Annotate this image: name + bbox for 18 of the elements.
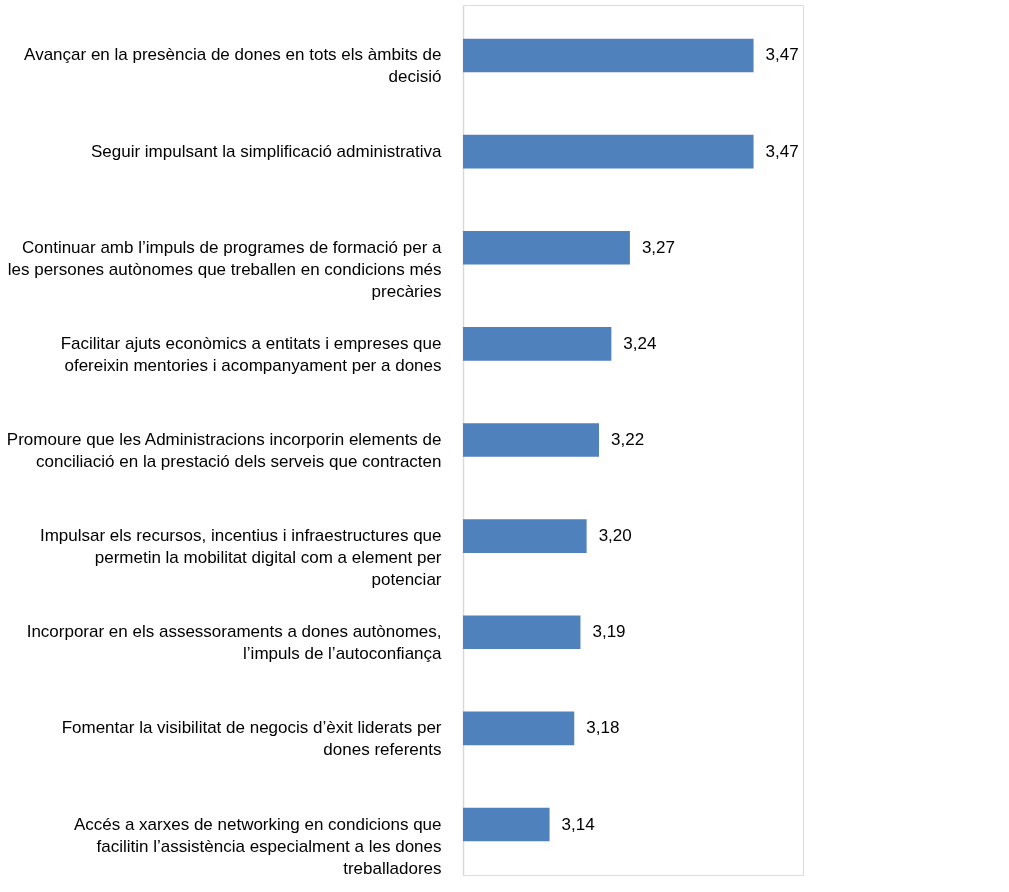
y-tick-label: Incorporar en els assessoraments a dones autònomes, l’impuls de l’autoconfiança (26, 622, 443, 664)
y-tick-label: Avançar en la presència de dones en tots els àmbits de decisió (24, 45, 442, 87)
data-label: 3,19 (592, 622, 626, 642)
y-tick-label: Impulsar els recursos, incentius i infraestructures que permetin la mobilitat digital com a element per potenciar (39, 526, 442, 590)
y-tick-label: Accés a xarxes de networking en condicions que facilitin l’assistència especialment a les dones treballadores (73, 814, 442, 878)
data-label: 3,47 (765, 45, 799, 65)
y-tick-label: Seguir impulsant la simplificació administrativa (90, 141, 443, 161)
y-tick-label: Facilitar ajuts econòmics a entitats i empreses que ofereixin mentories i acompanyament per a dones (60, 333, 442, 375)
data-label: 3,20 (598, 526, 632, 546)
data-label: 3,18 (586, 718, 620, 738)
y-tick-label: Fomentar la visibilitat de negocis d’èxit liderats per dones referents (61, 718, 442, 760)
data-label: 3,24 (623, 333, 657, 353)
data-label: 3,27 (641, 237, 675, 257)
data-label: 3,14 (561, 814, 595, 834)
data-label: 3,47 (765, 141, 799, 161)
y-tick-label: Continuar amb l’impuls de programes de formació per a les persones autònomes que treballen en condicions més precàries (7, 237, 443, 301)
y-tick-label: Promoure que les Administracions incorporin elements de conciliació en la prestació dels serveis que contracten (6, 430, 442, 471)
data-label: 3,22 (611, 430, 645, 449)
